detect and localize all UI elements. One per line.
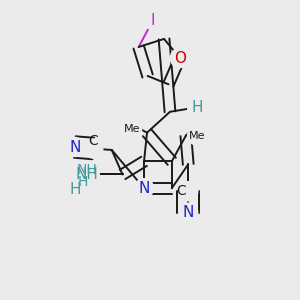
Text: H: H bbox=[191, 100, 203, 115]
Circle shape bbox=[143, 11, 163, 30]
Text: N: N bbox=[138, 181, 150, 196]
Text: C: C bbox=[176, 184, 186, 198]
Text: N: N bbox=[69, 140, 80, 154]
Text: C: C bbox=[88, 134, 98, 148]
Text: Me: Me bbox=[124, 124, 140, 134]
Ellipse shape bbox=[65, 169, 101, 195]
Ellipse shape bbox=[69, 165, 99, 184]
Text: NH: NH bbox=[77, 163, 98, 177]
Circle shape bbox=[188, 98, 207, 117]
Text: I: I bbox=[151, 13, 155, 28]
Text: O: O bbox=[174, 50, 186, 65]
Circle shape bbox=[84, 139, 103, 158]
Text: H: H bbox=[78, 175, 88, 189]
Text: H: H bbox=[70, 182, 81, 197]
Text: Me: Me bbox=[189, 131, 206, 141]
Circle shape bbox=[170, 49, 189, 68]
Circle shape bbox=[78, 165, 97, 184]
Text: NH: NH bbox=[76, 167, 99, 182]
Circle shape bbox=[65, 137, 84, 157]
Text: N: N bbox=[182, 205, 194, 220]
Circle shape bbox=[134, 179, 154, 198]
Circle shape bbox=[179, 182, 198, 201]
Circle shape bbox=[188, 126, 207, 145]
Circle shape bbox=[122, 119, 142, 138]
Circle shape bbox=[179, 203, 198, 222]
